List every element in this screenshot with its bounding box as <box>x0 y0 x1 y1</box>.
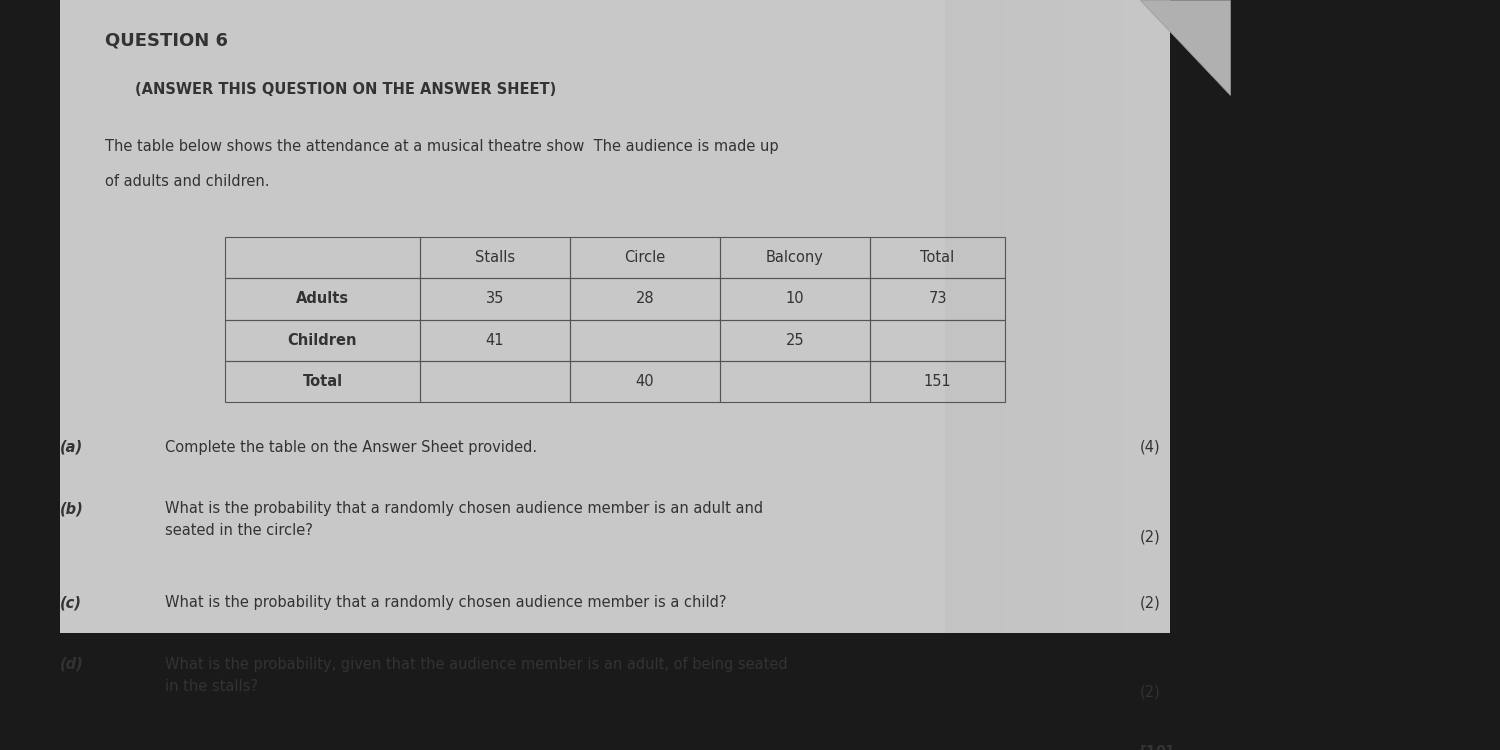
FancyBboxPatch shape <box>1170 0 1500 633</box>
Bar <box>870 278 1005 320</box>
Text: Children: Children <box>288 332 357 347</box>
Bar <box>720 278 870 320</box>
Text: 10: 10 <box>786 292 804 307</box>
Bar <box>420 237 570 278</box>
Text: 40: 40 <box>636 374 654 388</box>
FancyBboxPatch shape <box>1020 0 1035 633</box>
FancyBboxPatch shape <box>960 0 975 633</box>
Text: 28: 28 <box>636 292 654 307</box>
Text: The table below shows the attendance at a musical theatre show  The audience is : The table below shows the attendance at … <box>105 140 778 154</box>
FancyBboxPatch shape <box>60 0 1230 633</box>
Text: (d): (d) <box>60 657 84 672</box>
Text: (b): (b) <box>60 501 84 516</box>
Text: Adults: Adults <box>296 292 350 307</box>
FancyBboxPatch shape <box>975 0 990 633</box>
Bar <box>720 237 870 278</box>
Bar <box>570 320 720 361</box>
Text: (2): (2) <box>1140 530 1161 544</box>
FancyBboxPatch shape <box>945 0 960 633</box>
FancyBboxPatch shape <box>990 0 1005 633</box>
Text: (c): (c) <box>60 596 82 610</box>
Text: What is the probability that a randomly chosen audience member is a child?: What is the probability that a randomly … <box>165 596 726 610</box>
Bar <box>870 237 1005 278</box>
Bar <box>720 320 870 361</box>
Bar <box>420 278 570 320</box>
Text: What is the probability that a randomly chosen audience member is an adult and
s: What is the probability that a randomly … <box>165 501 764 538</box>
Bar <box>225 361 420 402</box>
Text: 35: 35 <box>486 292 504 307</box>
Text: (2): (2) <box>1140 596 1161 610</box>
Bar <box>570 237 720 278</box>
FancyBboxPatch shape <box>1005 0 1020 633</box>
Bar <box>870 361 1005 402</box>
Bar <box>870 320 1005 361</box>
FancyBboxPatch shape <box>1035 0 1050 633</box>
Text: of adults and children.: of adults and children. <box>105 174 270 189</box>
Text: Total: Total <box>303 374 342 388</box>
Bar <box>420 320 570 361</box>
Bar <box>570 361 720 402</box>
Text: (2): (2) <box>1140 685 1161 700</box>
Text: 41: 41 <box>486 332 504 347</box>
Text: QUESTION 6: QUESTION 6 <box>105 32 228 50</box>
Text: Complete the table on the Answer Sheet provided.: Complete the table on the Answer Sheet p… <box>165 440 537 454</box>
Bar <box>225 237 420 278</box>
Text: Stalls: Stalls <box>476 251 514 266</box>
Text: What is the probability, given that the audience member is an adult, of being se: What is the probability, given that the … <box>165 657 788 694</box>
Bar <box>720 361 870 402</box>
Text: Circle: Circle <box>624 251 666 266</box>
Text: 25: 25 <box>786 332 804 347</box>
Polygon shape <box>1140 0 1230 95</box>
Text: (4): (4) <box>1140 440 1161 454</box>
Text: (a): (a) <box>60 440 82 454</box>
Text: 151: 151 <box>924 374 951 388</box>
Text: (ANSWER THIS QUESTION ON THE ANSWER SHEET): (ANSWER THIS QUESTION ON THE ANSWER SHEE… <box>135 82 556 98</box>
Bar <box>420 361 570 402</box>
Bar <box>570 278 720 320</box>
Text: Total: Total <box>921 251 954 266</box>
Text: 73: 73 <box>928 292 946 307</box>
Text: Balcony: Balcony <box>766 251 824 266</box>
Text: [10]: [10] <box>1140 745 1173 750</box>
Bar <box>225 320 420 361</box>
Bar <box>225 278 420 320</box>
